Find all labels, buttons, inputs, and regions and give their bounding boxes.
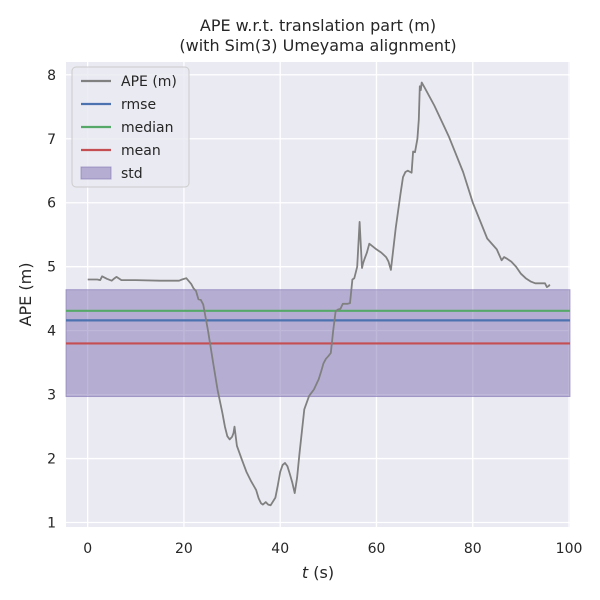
chart-title: APE w.r.t. translation part (m) (with Sim…: [179, 16, 456, 55]
x-axis-label-var: t: [302, 563, 309, 582]
chart-title-line: (with Sim(3) Umeyama alignment): [179, 36, 456, 55]
y-tick-label: 7: [47, 132, 56, 148]
legend: APE (m) rmse median mean std: [71, 66, 190, 188]
legend-label-std: std: [121, 166, 143, 182]
y-tick-label: 8: [47, 68, 56, 84]
y-tick-label: 3: [47, 388, 56, 404]
x-tick-label: 60: [368, 541, 386, 557]
x-tick-label: 20: [175, 541, 193, 557]
legend-label-median: median: [121, 120, 173, 136]
legend-label-ape: APE (m): [121, 74, 177, 90]
chart-title-line: APE w.r.t. translation part (m): [200, 16, 436, 35]
x-tick-label: 80: [464, 541, 482, 557]
legend-label-rmse: rmse: [121, 97, 156, 113]
x-tick-label: 100: [556, 541, 583, 557]
y-tick-label: 1: [47, 516, 56, 532]
y-tick-label: 4: [47, 324, 56, 340]
y-tick-label: 2: [47, 452, 56, 468]
x-axis-label: t (s): [302, 563, 334, 582]
series-layer: [87, 81, 551, 507]
y-axis: 1 2 3 4 5 6 7 8: [47, 68, 56, 532]
legend-box: [71, 66, 190, 188]
y-tick-label: 5: [47, 260, 56, 276]
legend-label-mean: mean: [121, 143, 161, 159]
y-axis-label: APE (m): [16, 263, 35, 327]
legend-swatch-std: [80, 166, 112, 180]
y-tick-label: 6: [47, 196, 56, 212]
x-tick-label: 0: [83, 541, 92, 557]
x-axis-label-unit: (s): [308, 563, 334, 582]
x-tick-label: 40: [271, 541, 289, 557]
x-axis: 0 20 40 60 80 100: [83, 541, 582, 557]
ape-line: [87, 81, 551, 507]
stat-lines: [66, 309, 570, 345]
